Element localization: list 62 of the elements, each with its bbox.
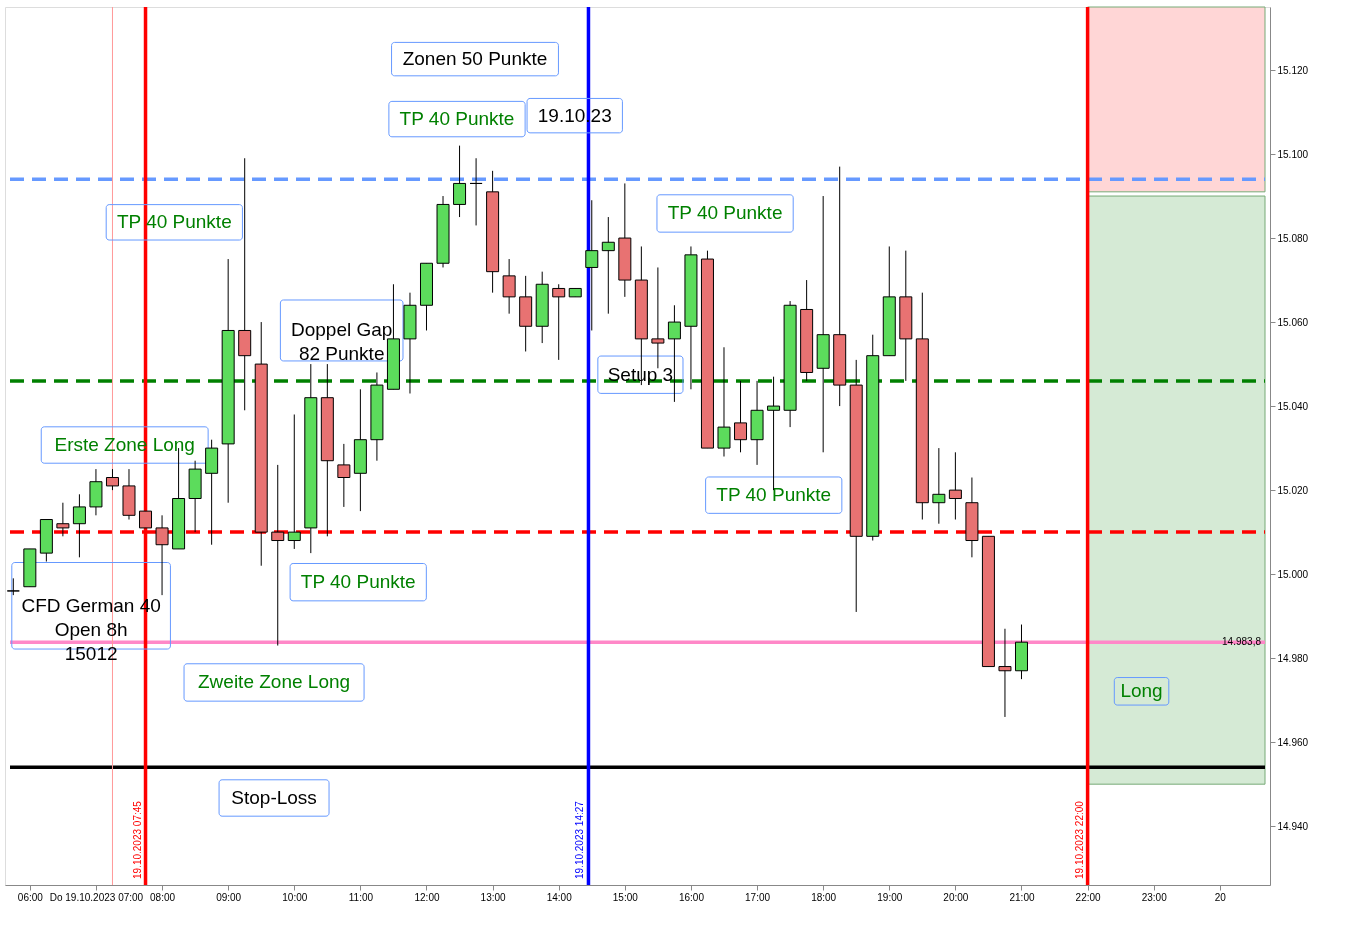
annotation: Stop-Loss (231, 786, 317, 808)
candlestick (155, 514, 169, 596)
x-tick-label: 15:00 (612, 891, 639, 903)
x-tick-label: 16:00 (678, 891, 705, 903)
x-tick-label: 09:00 (216, 891, 242, 903)
candlestick (453, 145, 467, 218)
annotation: TP 40 Punkte (716, 484, 832, 506)
annotation: Doppel Gap 82 Punkte (290, 319, 393, 365)
candlestick (585, 199, 599, 331)
candlestick (72, 493, 86, 558)
candlestick (932, 447, 946, 525)
candlestick (552, 283, 566, 361)
candlestick (948, 451, 962, 521)
candlestick (717, 346, 731, 457)
candlestick (601, 216, 615, 315)
y-tick-label: 14.940 (1277, 820, 1309, 832)
x-tick-label: 21:00 (1009, 891, 1035, 903)
y-tick-label: 15.000 (1277, 568, 1309, 580)
annotation: Zonen 50 Punkte (402, 48, 548, 70)
candlestick (238, 157, 252, 411)
candlestick (337, 443, 351, 508)
x-tick-label: 13:00 (480, 891, 507, 903)
ref-line-label: 19.10.2023 14:27 (574, 800, 586, 879)
ref-line-label: 14.983,8 (1222, 636, 1262, 648)
annotation: TP 40 Punkte (300, 571, 416, 593)
x-tick-label: 20 (1214, 891, 1227, 903)
y-tick-label: 14.980 (1277, 652, 1309, 664)
annotation: TP 40 Punkte (399, 108, 515, 130)
candlestick (998, 628, 1012, 718)
y-tick-label: 15.080 (1277, 232, 1309, 244)
x-tick-label: 11:00 (348, 891, 374, 903)
ref-line-label: 19.10.2023 07:45 (131, 800, 143, 879)
y-tick-label: 15.100 (1277, 148, 1309, 160)
x-tick-label: 23:00 (1141, 891, 1168, 903)
candlestick (502, 258, 516, 315)
x-tick-label: 18:00 (811, 891, 837, 903)
y-tick-label: 15.060 (1277, 316, 1309, 328)
candlestick (469, 157, 483, 226)
x-tick-label: 20:00 (943, 891, 969, 903)
y-tick-label: 15.020 (1277, 484, 1309, 496)
x-tick-label: 06:00 (17, 891, 44, 903)
candlestick (271, 464, 285, 647)
x-tick-label: 14:00 (546, 891, 573, 903)
annotation: Long (1120, 680, 1163, 702)
x-tick-label: 17:00 (745, 891, 771, 903)
x-tick-label: 12:00 (414, 891, 440, 903)
annotation: TP 40 Punkte (667, 202, 783, 224)
candlestick (734, 380, 748, 453)
y-tick-label: 14.960 (1277, 736, 1309, 748)
x-tick-label: 10:00 (282, 891, 308, 903)
y-tick-label: 15.120 (1277, 64, 1309, 76)
x-tick-label: 22:00 (1075, 891, 1102, 903)
candlestick (287, 413, 301, 550)
ref-line-label: 19.10.2023 22:00 (1073, 800, 1085, 879)
candlestick (651, 266, 665, 369)
x-tick-label: 08:00 (150, 891, 176, 903)
y-tick-label: 15.040 (1277, 400, 1309, 412)
x-tick-label: Do 19.10.2023 07:00 (49, 891, 144, 903)
x-tick-label: 19:00 (877, 891, 903, 903)
annotation: Zweite Zone Long (198, 671, 351, 693)
candlestick (105, 468, 119, 491)
candlestick (56, 502, 70, 537)
